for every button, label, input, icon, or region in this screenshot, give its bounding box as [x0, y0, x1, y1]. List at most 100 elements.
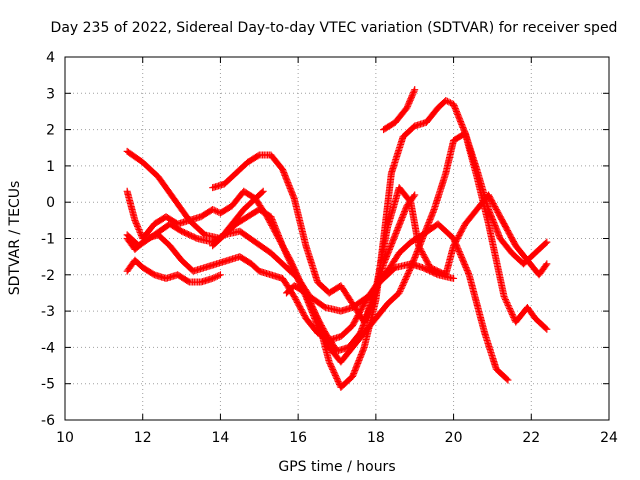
y-tick-label: 3 — [46, 86, 55, 102]
data-point — [442, 97, 450, 105]
data-point — [300, 288, 308, 296]
data-point — [259, 187, 267, 195]
data-point — [283, 252, 291, 260]
data-point — [290, 266, 298, 274]
data-point — [398, 283, 406, 291]
data-point — [408, 92, 416, 100]
data-point — [542, 239, 550, 247]
data-point — [509, 312, 517, 320]
data-point — [399, 280, 407, 288]
data-point — [395, 289, 403, 297]
data-point — [508, 311, 516, 319]
data-point — [410, 192, 418, 200]
data-point — [407, 95, 415, 103]
data-point — [542, 324, 550, 332]
data-marks — [123, 86, 551, 391]
data-point — [301, 291, 309, 299]
data-point — [288, 263, 296, 271]
data-point — [330, 368, 338, 376]
data-point — [331, 370, 339, 378]
data-point — [295, 278, 303, 286]
y-tick-label: 0 — [46, 195, 55, 211]
data-point — [296, 281, 304, 289]
data-point — [326, 359, 334, 367]
data-point — [215, 272, 223, 280]
data-point — [400, 278, 408, 286]
data-point — [443, 97, 451, 105]
data-point — [501, 296, 509, 304]
series-track-2 — [123, 256, 224, 286]
data-point — [500, 293, 508, 301]
data-point — [335, 379, 343, 387]
data-point — [281, 248, 289, 256]
y-tick-label: -6 — [41, 413, 55, 429]
data-point — [409, 89, 417, 97]
x-tick-label: 20 — [445, 430, 463, 446]
data-point — [281, 246, 289, 254]
data-point — [334, 377, 342, 385]
data-point — [131, 216, 139, 224]
data-point — [285, 255, 293, 263]
plot-frame — [64, 56, 610, 421]
data-point — [192, 234, 200, 242]
data-point — [543, 325, 551, 333]
data-point — [504, 300, 512, 308]
data-point — [505, 303, 513, 311]
data-point — [504, 376, 512, 384]
data-point — [405, 267, 413, 275]
y-tick-label: -2 — [41, 268, 55, 284]
data-point — [411, 86, 419, 94]
x-tick-label: 16 — [289, 430, 307, 446]
data-point — [297, 282, 305, 290]
data-point — [290, 267, 298, 275]
x-axis-label: GPS time / hours — [278, 459, 395, 475]
y-tick-label: -3 — [41, 304, 55, 320]
data-point — [294, 275, 302, 283]
data-point — [254, 152, 262, 160]
data-point — [403, 271, 411, 279]
data-point — [328, 364, 336, 372]
y-tick-label: 1 — [46, 159, 55, 175]
data-point — [135, 227, 143, 235]
data-point — [504, 302, 512, 310]
data-point — [210, 206, 218, 214]
y-tick-label: -5 — [41, 377, 55, 393]
data-point — [333, 374, 341, 382]
data-point — [409, 90, 417, 98]
data-point — [298, 284, 306, 292]
data-point — [279, 242, 287, 250]
data-point — [503, 375, 511, 383]
data-point — [411, 191, 419, 199]
data-point — [331, 371, 339, 379]
data-point — [280, 245, 288, 253]
data-point — [282, 249, 290, 257]
data-point — [397, 286, 405, 294]
data-point — [285, 257, 293, 265]
y-tick-label: -1 — [41, 232, 55, 248]
data-point — [329, 365, 337, 373]
data-point — [401, 275, 409, 283]
data-point — [209, 274, 217, 282]
data-point — [406, 265, 414, 273]
data-point — [132, 218, 140, 226]
data-point — [299, 287, 307, 295]
y-tick-label: 2 — [46, 123, 55, 139]
data-point — [507, 308, 515, 316]
data-point — [332, 373, 340, 381]
data-point — [446, 99, 454, 107]
data-point — [404, 101, 412, 109]
data-point — [212, 273, 220, 281]
data-point — [464, 269, 472, 277]
data-point — [287, 260, 295, 268]
data-point — [396, 287, 404, 295]
y-tick-label: 4 — [46, 50, 55, 66]
data-point — [410, 87, 418, 95]
data-point — [327, 362, 335, 370]
data-point — [508, 309, 516, 317]
data-point — [184, 277, 192, 285]
data-point — [450, 274, 458, 282]
data-point — [405, 99, 413, 107]
data-point — [298, 285, 306, 293]
data-point — [292, 272, 300, 280]
